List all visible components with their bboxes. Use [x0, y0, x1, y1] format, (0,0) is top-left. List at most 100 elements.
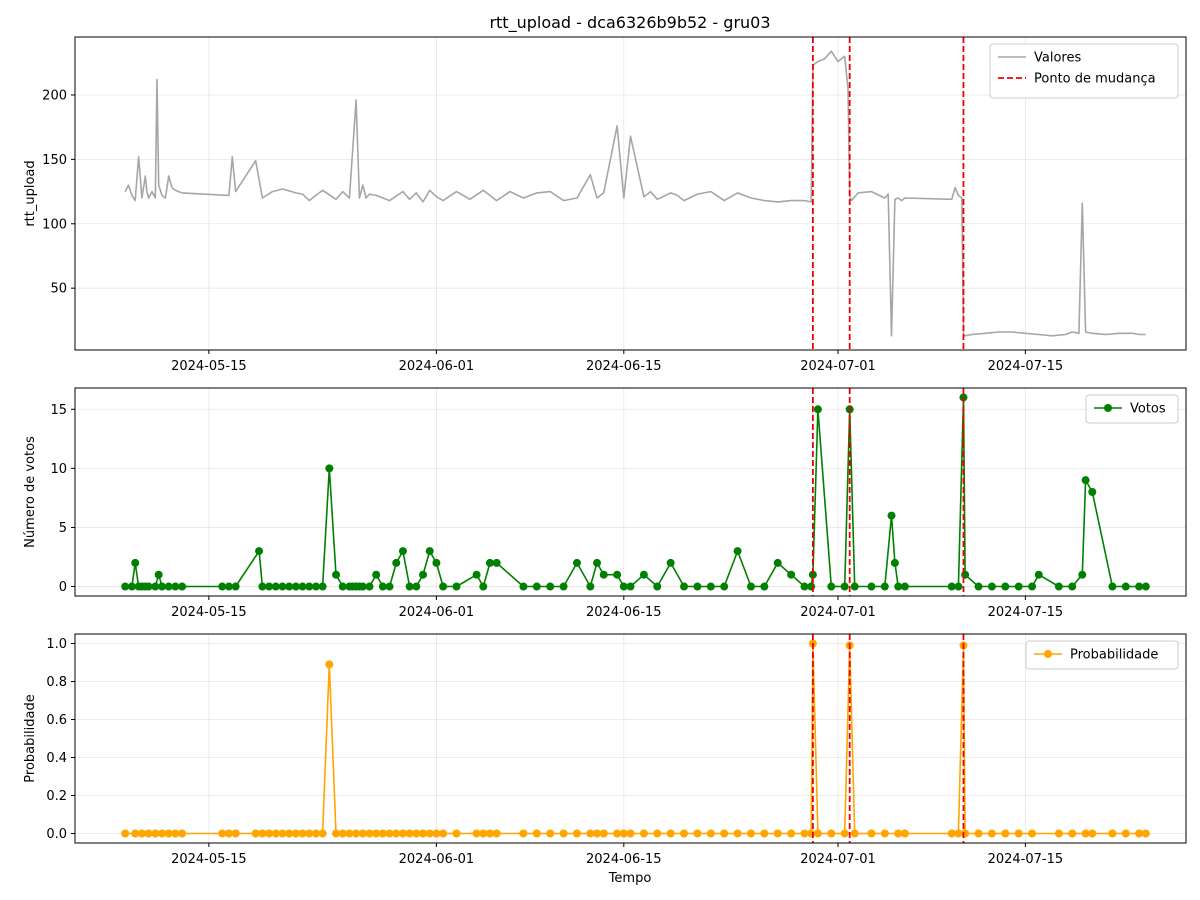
x-tick-label: 2024-06-15: [586, 605, 662, 620]
data-point: [345, 829, 354, 838]
y-tick-label: 0.4: [46, 751, 67, 766]
data-point: [961, 829, 970, 838]
data-point: [137, 829, 146, 838]
data-point: [338, 582, 347, 591]
data-point: [285, 829, 294, 838]
data-point: [808, 570, 817, 579]
data-point: [1135, 582, 1144, 591]
data-point: [419, 570, 428, 579]
panel-votos: 0 5 10 15 2024-05-15 2024-06-01 2024-06-15 2024…: [23, 387, 1187, 620]
data-point: [519, 829, 528, 838]
data-point: [1078, 570, 1087, 579]
data-point: [218, 829, 227, 838]
data-point: [1141, 829, 1150, 838]
data-point: [593, 558, 602, 567]
data-point: [338, 829, 347, 838]
data-point: [1108, 582, 1117, 591]
data-point: [1054, 582, 1063, 591]
data-point: [559, 582, 568, 591]
data-point: [144, 582, 153, 591]
data-point: [827, 582, 836, 591]
data-point: [639, 829, 648, 838]
data-point: [121, 829, 130, 838]
data-point: [258, 829, 267, 838]
data-point: [365, 582, 374, 591]
data-point: [278, 582, 287, 591]
data-point: [586, 829, 595, 838]
data-point: [405, 582, 414, 591]
data-point: [405, 829, 414, 838]
data-point: [807, 582, 816, 591]
data-point: [412, 829, 421, 838]
data-point: [1028, 829, 1037, 838]
y-tick-label: 1.0: [46, 637, 67, 652]
data-point: [285, 582, 294, 591]
x-tick-label: 2024-05-15: [171, 359, 247, 374]
x-tick-label: 2024-05-15: [171, 605, 247, 620]
data-point: [164, 829, 173, 838]
data-point: [127, 582, 136, 591]
data-point: [1034, 570, 1043, 579]
data-point: [171, 582, 180, 591]
data-point: [412, 582, 421, 591]
data-point: [900, 582, 909, 591]
data-point: [840, 829, 849, 838]
series-line-valores: [124, 50, 1146, 337]
data-point: [231, 582, 240, 591]
data-point: [586, 582, 595, 591]
axes-frame: [74, 387, 1187, 597]
y-tick-label: 50: [50, 282, 67, 297]
data-point: [599, 829, 608, 838]
data-point: [987, 582, 996, 591]
data-point: [479, 582, 488, 591]
data-point: [485, 829, 494, 838]
data-point: [653, 582, 662, 591]
y-tick-label: 10: [50, 462, 67, 477]
data-point: [947, 582, 956, 591]
data-point: [258, 582, 267, 591]
legend: Valores Ponto de mudança: [989, 43, 1179, 99]
data-point: [121, 582, 130, 591]
data-point: [787, 570, 796, 579]
data-point: [131, 829, 140, 838]
legend-label: Valores: [1034, 51, 1081, 66]
y-tick-label: 15: [50, 403, 67, 418]
data-point: [800, 582, 809, 591]
data-point: [706, 829, 715, 838]
data-point: [251, 829, 260, 838]
data-point: [352, 829, 361, 838]
data-point: [439, 829, 448, 838]
x-tick-label: 2024-06-15: [586, 852, 662, 867]
data-point: [372, 829, 381, 838]
data-point: [392, 829, 401, 838]
data-point: [599, 570, 608, 579]
legend-marker: [1044, 650, 1052, 658]
data-point: [813, 405, 822, 414]
data-point: [666, 829, 675, 838]
y-axis-label: rtt_upload: [23, 160, 38, 226]
data-point: [626, 582, 635, 591]
data-point: [773, 829, 782, 838]
x-tick-label: 2024-07-15: [988, 359, 1064, 374]
data-point: [358, 829, 367, 838]
data-point: [385, 829, 394, 838]
data-point: [479, 829, 488, 838]
data-point: [974, 582, 983, 591]
x-tick-label: 2024-07-15: [988, 605, 1064, 620]
data-point: [224, 582, 233, 591]
data-point: [693, 829, 702, 838]
y-tick-label: 0: [59, 580, 67, 595]
data-point: [218, 582, 227, 591]
data-point: [332, 570, 341, 579]
x-tick-label: 2024-07-01: [800, 359, 876, 374]
data-point: [880, 829, 889, 838]
data-point: [419, 829, 428, 838]
data-point: [1108, 829, 1117, 838]
data-point: [271, 582, 280, 591]
x-tick-label: 2024-07-15: [988, 852, 1064, 867]
data-point: [325, 660, 334, 669]
data-point: [151, 582, 160, 591]
data-point: [305, 829, 314, 838]
data-point: [1141, 582, 1150, 591]
data-point: [1121, 829, 1130, 838]
